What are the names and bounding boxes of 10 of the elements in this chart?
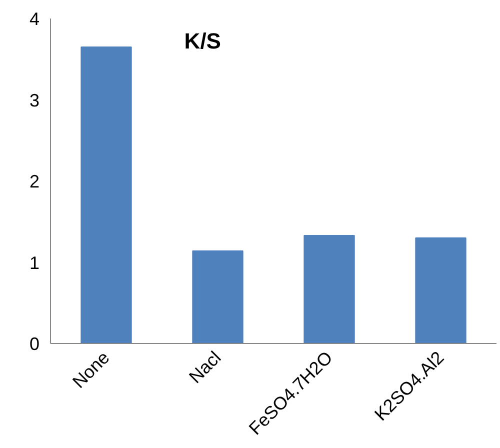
y-tick-label: 1 bbox=[29, 252, 40, 273]
bar bbox=[80, 46, 132, 344]
text: K/S bbox=[184, 28, 221, 54]
y-tick-label: 4 bbox=[29, 9, 40, 29]
y-tick-label: 0 bbox=[29, 334, 40, 354]
bar bbox=[304, 234, 355, 344]
bar bbox=[192, 250, 244, 344]
y-tick-label: 3 bbox=[29, 90, 40, 110]
bar bbox=[415, 237, 466, 344]
y-tick-label: 2 bbox=[29, 172, 40, 192]
